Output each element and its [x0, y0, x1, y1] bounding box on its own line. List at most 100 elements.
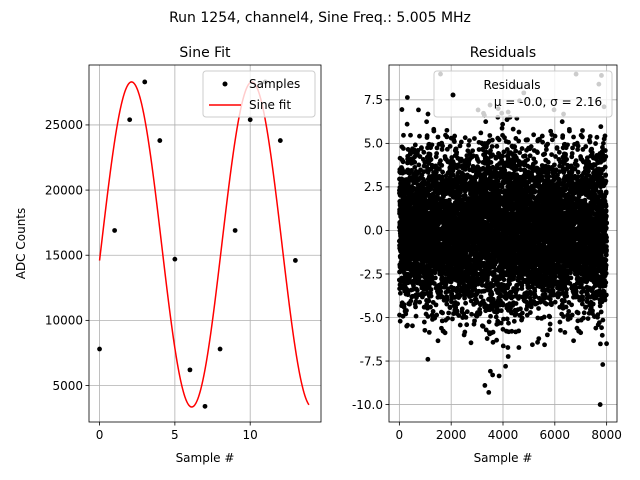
residual-point — [519, 315, 525, 321]
sample-point — [217, 346, 223, 352]
residual-point — [478, 130, 484, 136]
residual-point — [433, 169, 439, 175]
residual-point — [434, 151, 440, 156]
residual-point — [440, 169, 446, 175]
residual-point — [399, 107, 405, 112]
sample-point — [142, 79, 148, 85]
sine-fit-x-axis-label: Sample # — [176, 451, 235, 465]
residual-point — [414, 287, 420, 293]
residual-point — [443, 282, 449, 288]
sine-fit-x-ticks: 0 5 10 — [96, 422, 258, 442]
residual-point — [515, 287, 520, 292]
residual-point — [510, 126, 516, 132]
residual-point — [421, 149, 427, 155]
residual-point — [457, 322, 463, 328]
residual-point — [417, 154, 423, 159]
residual-point — [516, 138, 522, 144]
residual-point — [419, 145, 424, 151]
residual-point — [427, 151, 433, 157]
residual-point — [464, 322, 470, 328]
residual-point — [500, 121, 506, 127]
residual-point — [507, 281, 513, 287]
residual-point — [462, 135, 468, 141]
sample-point — [202, 403, 208, 409]
residual-point — [417, 274, 423, 279]
sample-point — [277, 138, 283, 143]
residual-point — [506, 139, 511, 145]
y-tick-label: 5000 — [52, 379, 83, 393]
residual-point — [439, 147, 445, 152]
residual-point — [410, 323, 415, 329]
residual-point — [463, 300, 469, 306]
residual-point — [428, 293, 434, 299]
residual-point — [430, 309, 436, 314]
residual-point — [494, 337, 500, 343]
residual-point — [483, 119, 489, 125]
sample-point — [112, 228, 118, 233]
residual-point — [516, 328, 522, 334]
residual-point — [454, 150, 460, 155]
residual-point — [496, 137, 502, 143]
sine-fit-grid — [89, 65, 321, 422]
residual-point — [405, 291, 411, 296]
residual-point — [426, 298, 432, 304]
x-tick-label: 10 — [243, 428, 258, 442]
residual-point — [500, 153, 506, 159]
residual-point — [425, 314, 431, 319]
sine-fit-samples-series — [97, 79, 298, 409]
residual-point — [444, 127, 450, 133]
residual-point — [397, 290, 403, 296]
residual-point — [431, 128, 437, 134]
residual-point — [516, 129, 522, 135]
residual-point — [505, 354, 511, 359]
residual-point — [463, 314, 469, 320]
residual-point — [422, 327, 428, 333]
residual-point — [429, 142, 435, 148]
residual-point — [489, 291, 495, 297]
y-tick-label: 10000 — [45, 314, 83, 328]
residual-point — [444, 134, 450, 140]
residual-point — [410, 287, 416, 292]
residual-point — [505, 345, 511, 350]
sample-point — [97, 346, 102, 352]
residual-point — [490, 329, 496, 335]
residual-point — [519, 283, 525, 289]
x-tick-label: 5 — [171, 428, 179, 442]
residual-point — [476, 159, 482, 164]
residuals-series — [396, 71, 610, 407]
residuals-chart: 0 2000 4000 6000 8000 -10.0-7.5-5.0-2.50.02.… — [352, 45, 622, 465]
residual-point — [447, 143, 453, 149]
residual-point — [494, 143, 500, 149]
legend-sine-fit-label: Sine fit — [249, 98, 291, 112]
residual-point — [404, 308, 409, 313]
residual-point — [459, 306, 465, 312]
residual-point — [496, 373, 502, 379]
residual-point — [417, 299, 423, 305]
residual-point — [428, 287, 434, 292]
residual-point — [434, 145, 440, 151]
residual-point — [433, 302, 439, 308]
residual-point — [464, 309, 470, 315]
residual-point — [425, 276, 431, 282]
residual-point — [486, 319, 492, 325]
residual-point — [472, 318, 477, 324]
residual-point — [424, 119, 430, 125]
residual-point — [421, 319, 427, 325]
residual-point — [469, 311, 475, 317]
residual-point — [488, 148, 493, 153]
residual-point — [428, 156, 434, 162]
residual-point — [458, 139, 464, 145]
residual-point — [450, 316, 455, 322]
figure-title: Run 1254, channel4, Sine Freq.: 5.005 MH… — [169, 10, 471, 26]
residual-point — [446, 288, 451, 294]
residual-point — [400, 159, 406, 165]
residual-point — [424, 133, 430, 139]
sample-point — [187, 367, 193, 373]
residual-point — [438, 158, 443, 164]
y-tick-label: 20000 — [45, 183, 83, 197]
residual-point — [409, 167, 414, 173]
residual-point — [397, 318, 403, 324]
sine-fit-title: Sine Fit — [179, 45, 231, 61]
residual-point — [504, 316, 510, 322]
